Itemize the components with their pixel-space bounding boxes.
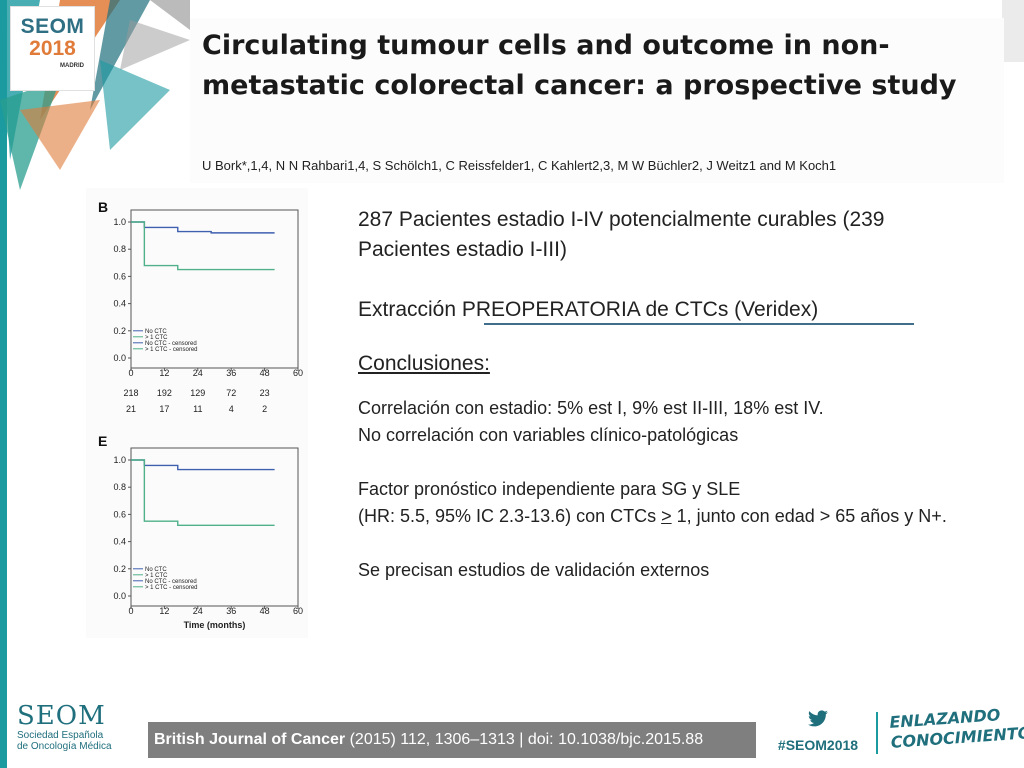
km-curve <box>131 221 275 234</box>
article-header: Circulating tumour cells and outcome in … <box>190 18 1004 183</box>
km-curve <box>131 459 275 526</box>
risk-table-value: 129 <box>190 388 205 398</box>
y-tick-label: 0.8 <box>113 244 126 254</box>
y-tick-label: 0.0 <box>113 353 126 363</box>
panel-label: E <box>98 433 107 449</box>
hr-text-post: 1, junto con edad > 65 años y N+. <box>671 506 947 526</box>
risk-table-value: 23 <box>260 388 270 398</box>
y-tick-label: 1.0 <box>113 217 126 227</box>
conclusion-prognostic-factor: Factor pronóstico independiente para SG … <box>358 479 741 499</box>
logo-seom-text: SEOM <box>20 15 85 38</box>
y-tick-label: 0.4 <box>113 299 126 309</box>
legend-entry: > 1 CTC <box>145 335 168 341</box>
x-tick-label: 48 <box>260 606 270 616</box>
risk-table-value: 21 <box>126 404 136 414</box>
legend-entry: No CTC - censored <box>145 579 197 585</box>
article-authors: U Bork*,1,4, N N Rahbari1,4, S Schölch1,… <box>202 158 837 173</box>
y-tick-label: 0.6 <box>113 509 126 519</box>
seom-2018-logo: SEOM 2018 MADRID <box>11 7 94 90</box>
top-right-decoration <box>1002 0 1024 62</box>
hashtag-area: #SEOM2018 <box>768 710 868 753</box>
panel-label: B <box>98 199 108 215</box>
y-tick-label: 0.6 <box>113 271 126 281</box>
km-curve <box>131 459 275 471</box>
x-tick-label: 0 <box>128 368 133 378</box>
conclusion-no-correlation: No correlación con variables clínico-pat… <box>358 425 739 445</box>
journal-name: British Journal of Cancer <box>154 731 346 748</box>
km-curve <box>131 221 275 271</box>
seom-footer-logo: SEOM Sociedad Española de Oncología Médi… <box>17 702 112 752</box>
y-tick-label: 0.2 <box>113 564 126 574</box>
extraction-line: Extracción PREOPERATORIA de CTCs (Veride… <box>358 298 819 321</box>
twitter-bird-icon <box>768 710 868 733</box>
x-tick-label: 36 <box>226 368 236 378</box>
y-tick-label: 0.0 <box>113 591 126 601</box>
ge-symbol: > <box>661 506 672 526</box>
conclusions-heading: Conclusiones: <box>358 352 490 375</box>
footer-divider <box>876 712 878 754</box>
x-tick-label: 36 <box>226 606 236 616</box>
x-tick-label: 0 <box>128 606 133 616</box>
footer-seom-text: SEOM <box>17 701 106 731</box>
conclusion-hazard-ratio: (HR: 5.5, 95% IC 2.3-13.6) con CTCs > 1,… <box>358 503 958 530</box>
patients-line: 287 Pacientes estadio I-IV potencialment… <box>358 208 885 261</box>
risk-table-value: 192 <box>157 388 172 398</box>
journal-reference: (2015) 112, 1306–1313 | doi: 10.1038/bjc… <box>345 731 704 748</box>
x-tick-label: 48 <box>260 368 270 378</box>
footer-seom-sub1: Sociedad Española <box>17 730 104 741</box>
legend-entry: > 1 CTC - censored <box>145 347 198 353</box>
risk-table-value: 11 <box>193 404 202 414</box>
extraction-underline <box>484 323 914 325</box>
conclusion-validation: Se precisan estudios de validación exter… <box>358 560 710 580</box>
risk-table-value: 72 <box>226 388 236 398</box>
x-tick-label: 24 <box>193 368 203 378</box>
x-tick-label: 60 <box>293 368 303 378</box>
left-accent-stripe <box>0 0 7 768</box>
risk-table-value: 4 <box>229 404 234 414</box>
y-tick-label: 1.0 <box>113 455 126 465</box>
conclusion-stage-correlation: Correlación con estadio: 5% est I, 9% es… <box>358 398 824 418</box>
y-tick-label: 0.2 <box>113 326 126 336</box>
km-figure-panel: B 1.0 0.8 0.6 0.4 0.2 0.0 0 12 24 36 48 60 No CTC > 1 … <box>86 188 308 638</box>
journal-citation-bar: British Journal of Cancer (2015) 112, 13… <box>148 722 756 758</box>
footer-seom-sub2: de Oncología Médica <box>17 741 112 752</box>
risk-table-value: 17 <box>159 404 169 414</box>
x-tick-label: 12 <box>159 368 169 378</box>
legend-entry: > 1 CTC <box>145 573 168 579</box>
hr-text-pre: (HR: 5.5, 95% IC 2.3-13.6) con CTCs <box>358 506 662 526</box>
slogan: ENLAZANDO CONOCIMIENTO <box>889 703 1024 753</box>
legend-entry: No CTC <box>145 329 167 335</box>
slide-content: 287 Pacientes estadio I-IV potencialment… <box>358 205 958 584</box>
x-tick-label: 24 <box>193 606 203 616</box>
y-tick-label: 0.8 <box>113 482 126 492</box>
legend-entry: No CTC - censored <box>145 341 197 347</box>
hashtag-text: #SEOM2018 <box>777 737 859 753</box>
plot-frame <box>130 447 299 607</box>
plot-frame <box>130 209 299 369</box>
x-tick-label: 60 <box>293 606 303 616</box>
risk-table-value: 2 <box>262 404 267 414</box>
logo-city-text: MADRID <box>60 63 84 69</box>
legend-entry: > 1 CTC - censored <box>145 585 198 591</box>
risk-table-value: 218 <box>123 388 138 398</box>
y-tick-label: 0.4 <box>113 537 126 547</box>
logo-year-text: 2018 <box>29 37 76 60</box>
article-title: Circulating tumour cells and outcome in … <box>202 30 957 101</box>
x-axis-label: Time (months) <box>184 620 246 630</box>
legend-entry: No CTC <box>145 567 167 573</box>
x-tick-label: 12 <box>159 606 169 616</box>
